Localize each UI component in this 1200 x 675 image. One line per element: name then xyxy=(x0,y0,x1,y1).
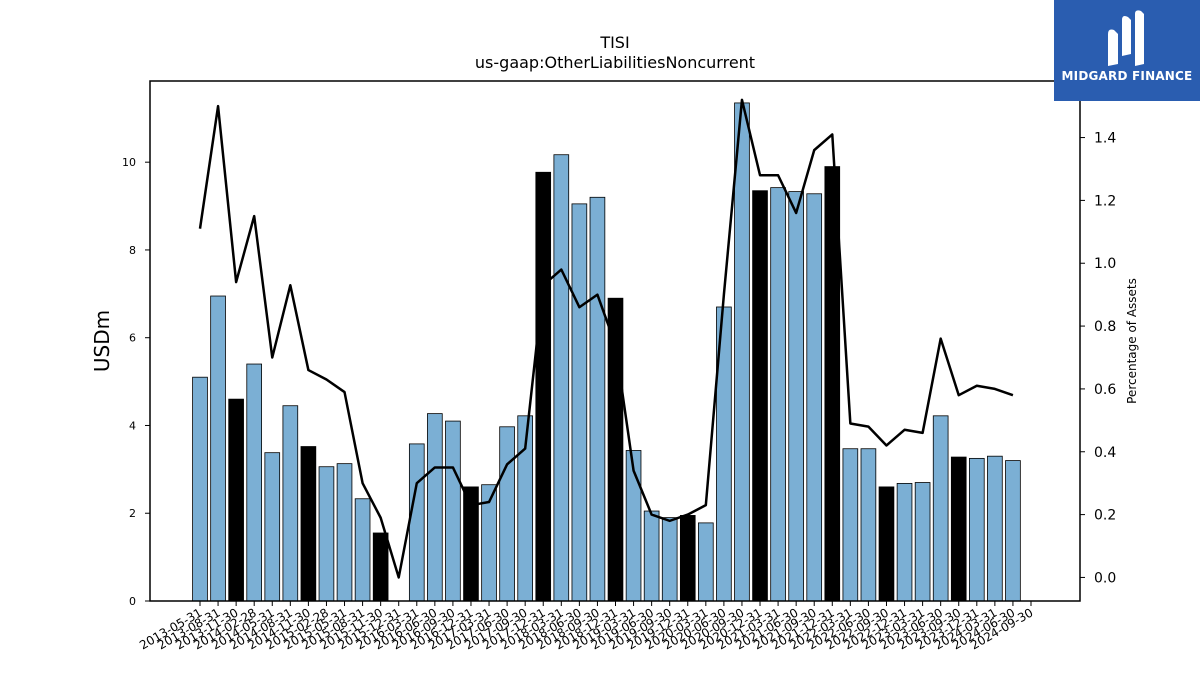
bar-2021-03-31 xyxy=(770,187,786,602)
y2-tick-label: 0.8 xyxy=(1094,319,1116,335)
chart-title: TISI xyxy=(599,33,629,52)
bar-2014-05-31 xyxy=(264,452,281,602)
bar-2023-03-31 xyxy=(914,482,931,602)
bar-2020-03-31 xyxy=(698,522,714,602)
bar-2024-03-31 xyxy=(987,455,1003,602)
y2-tick-label: 1.4 xyxy=(1094,131,1116,147)
y-tick-label: 8 xyxy=(129,244,136,257)
bar-2021-06-30 xyxy=(788,191,804,602)
percentage-line xyxy=(198,98,1014,579)
bar-2014-11-30 xyxy=(300,446,317,602)
bar-2014-02-28 xyxy=(246,363,263,602)
y-axis-right: 0.0 0.2 0.4 0.6 0.8 1.0 1.2 1.4 xyxy=(1080,131,1116,586)
y-tick-label: 6 xyxy=(129,332,136,345)
bar-2022-06-30 xyxy=(860,448,877,602)
percentage-line-series xyxy=(198,98,1014,579)
bar-2017-06-30 xyxy=(499,426,515,602)
chart-subtitle: us-gaap:OtherLiabilitiesNoncurrent xyxy=(475,53,755,72)
logo-text: MIDGARD FINANCE xyxy=(1061,69,1193,83)
bar-2023-12-31 xyxy=(968,457,985,602)
bar-2013-05-31 xyxy=(192,376,208,602)
y2-tick-label: 0.6 xyxy=(1094,382,1116,398)
bar-2013-08-31 xyxy=(210,295,226,602)
bar-2018-06-30 xyxy=(571,203,588,602)
y-tick-label: 0 xyxy=(129,595,136,608)
y-axis-label: USDm xyxy=(90,310,114,372)
bar-2015-05-31 xyxy=(336,463,353,602)
y2-axis-label: Percentage of Assets xyxy=(1125,278,1139,404)
y2-tick-label: 0.4 xyxy=(1094,445,1116,461)
bar-2022-03-31 xyxy=(842,448,859,602)
bar-2014-08-31 xyxy=(282,405,299,602)
bar-2015-11-30 xyxy=(372,532,389,602)
bar-2013-11-30 xyxy=(228,398,244,602)
bar-2022-09-30 xyxy=(878,486,895,602)
y-tick-label: 10 xyxy=(122,156,136,169)
bar-2023-06-30 xyxy=(932,415,949,602)
y-tick-label: 4 xyxy=(129,419,136,432)
x-axis: 2013-05-312013-08-312013-11-302014-02-28… xyxy=(137,601,1036,652)
bar-series xyxy=(192,102,1021,602)
bar-2019-09-30 xyxy=(661,517,678,602)
bar-2016-09-30 xyxy=(445,420,461,602)
bar-2016-06-30 xyxy=(427,413,443,602)
bar-2018-03-31 xyxy=(553,154,570,602)
y-axis-left: 0 2 4 6 8 10 xyxy=(122,156,150,608)
y2-tick-label: 1.2 xyxy=(1094,193,1116,209)
y2-tick-label: 0.0 xyxy=(1094,570,1116,586)
bar-2016-03-31 xyxy=(408,443,425,602)
midgard-finance-logo: MIDGARD FINANCE xyxy=(1054,0,1200,101)
bar-2020-12-31 xyxy=(752,190,768,602)
y2-tick-label: 0.2 xyxy=(1094,508,1116,524)
bar-2024-06-30 xyxy=(1005,460,1021,602)
y-tick-label: 2 xyxy=(129,507,136,520)
bar-2021-09-30 xyxy=(806,193,823,602)
bar-2023-09-30 xyxy=(950,456,967,602)
bar-2020-09-30 xyxy=(734,102,750,602)
bar-2019-06-30 xyxy=(643,510,660,602)
bar-2019-12-31 xyxy=(679,515,696,602)
bar-2015-02-28 xyxy=(318,466,335,602)
y2-tick-label: 1.0 xyxy=(1094,256,1116,272)
bar-2017-12-31 xyxy=(535,171,552,602)
bar-2018-09-30 xyxy=(589,196,606,602)
bar-2015-08-31 xyxy=(354,498,371,602)
logo-mark-icon xyxy=(1108,10,1144,66)
bar-2022-12-31 xyxy=(896,482,913,602)
